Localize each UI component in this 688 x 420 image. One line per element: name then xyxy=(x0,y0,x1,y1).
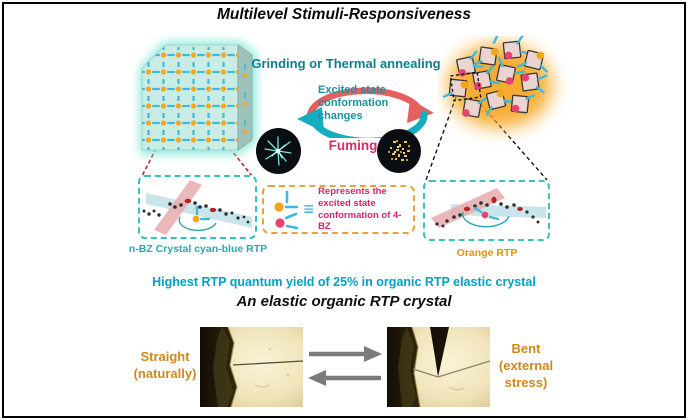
nbz-caption: n-BZ Crystal cyan-blue RTP xyxy=(128,243,268,255)
conformation-icon xyxy=(462,206,510,228)
nbz-packing-diagram xyxy=(142,180,252,235)
cyan-rtp-emission-photo xyxy=(256,128,301,174)
orange-packing-panel xyxy=(423,180,550,241)
excited-state-label: Excited state conformation changes xyxy=(318,84,389,122)
molecule-chain xyxy=(142,198,250,224)
conformation-icon xyxy=(178,205,217,232)
bend-release-arrows xyxy=(308,346,382,386)
blue-plane xyxy=(146,193,252,228)
side-face-dots xyxy=(242,64,248,135)
bent-label: Bent (external stress) xyxy=(498,341,554,390)
bent-crystal-fiber xyxy=(412,360,490,378)
ordered-crystal-cube xyxy=(140,42,256,154)
pressing-needle xyxy=(430,327,449,377)
legend-panel: ≡ Represents the excited state conformat… xyxy=(262,185,415,234)
forward-arrowhead-icon xyxy=(407,99,434,123)
orange-rtp-emission-photo xyxy=(377,129,421,173)
quantum-yield-claim: Highest RTP quantum yield of 25% in orga… xyxy=(152,275,536,289)
legend-description: Represents the excited state conformatio… xyxy=(318,185,402,233)
fuming-label: Fuming xyxy=(328,138,378,153)
orange-crystal-speckles xyxy=(388,140,410,161)
grinding-annealing-label: Grinding or Thermal annealing xyxy=(251,56,441,71)
equivalence-symbol: ≡ xyxy=(303,198,315,219)
reverse-arrow-icon xyxy=(310,110,428,138)
forward-arrow-icon xyxy=(306,87,424,122)
pink-plane xyxy=(154,180,202,235)
crystal-fiber xyxy=(232,360,303,366)
straight-label: Straight (naturally) xyxy=(133,349,197,381)
cyan-crystal-starburst xyxy=(264,136,292,166)
orange-packing-diagram xyxy=(431,188,546,228)
reverse-arrowhead-icon xyxy=(297,107,324,132)
elastic-crystal-title: An elastic organic RTP crystal xyxy=(236,293,452,310)
cycle-arrows xyxy=(297,87,434,138)
molecular-lattice xyxy=(142,47,238,150)
disordered-aggregate xyxy=(442,36,552,128)
figure-title: Multilevel Stimuli-Responsiveness xyxy=(216,6,472,23)
bent-crystal-photo xyxy=(387,327,490,407)
angle-arc-icon xyxy=(462,211,510,228)
conformation-legend-icon xyxy=(274,190,299,229)
bent-crystal-micrograph xyxy=(387,327,490,407)
straight-crystal-photo xyxy=(200,327,303,407)
aggregate-zoom-rect xyxy=(449,71,482,102)
angle-arc-icon xyxy=(178,216,217,232)
straight-crystal-micrograph xyxy=(200,327,303,407)
orange-rtp-caption: Orange RTP xyxy=(456,247,518,259)
molecule-chain xyxy=(435,196,540,228)
nbz-packing-panel xyxy=(138,175,257,239)
